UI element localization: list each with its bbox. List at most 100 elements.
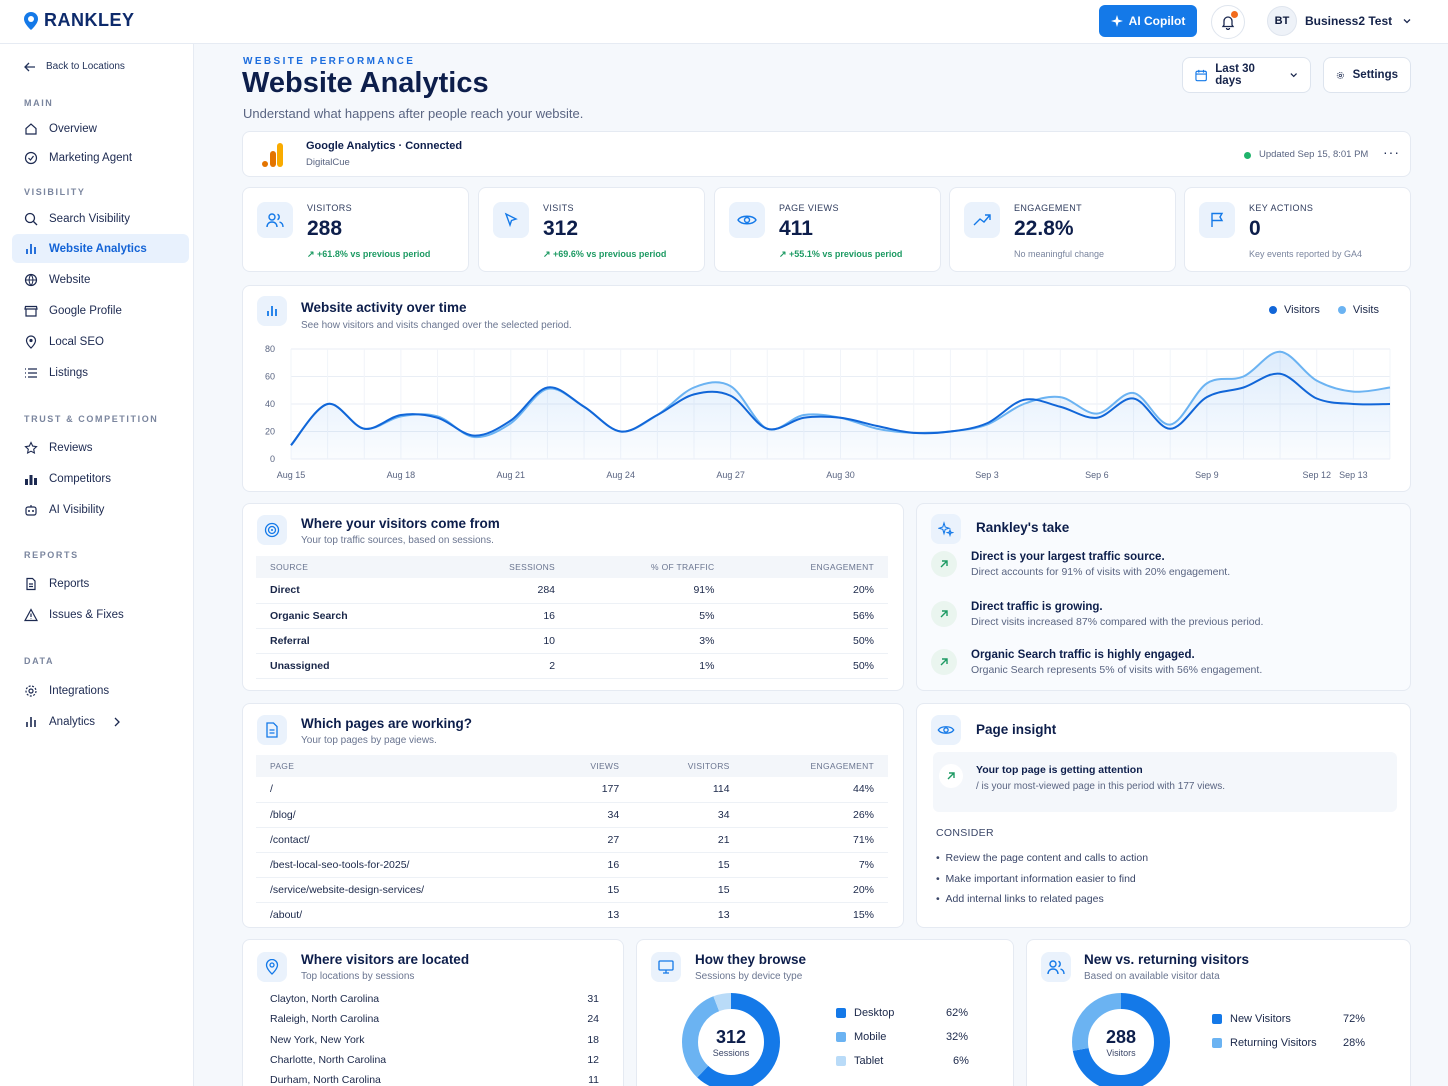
legend-item-mobile[interactable]: Mobile (836, 1031, 886, 1043)
sidebar-label: AI Visibility (49, 503, 105, 516)
legend-item-returning-visitors[interactable]: Returning Visitors (1212, 1037, 1317, 1049)
sidebar-label: Overview (49, 122, 97, 135)
sidebar-item-overview[interactable]: Overview (12, 114, 189, 143)
cell: Unassigned (256, 653, 441, 679)
insight-item: Direct traffic is growing. Direct visits … (931, 601, 1263, 628)
col-sessions[interactable]: SESSIONS (440, 556, 570, 578)
y-tick-label: 20 (265, 427, 275, 437)
sidebar-item-ai-visibility[interactable]: AI Visibility (12, 495, 189, 524)
x-tick-label: Aug 24 (606, 470, 635, 480)
ai-copilot-button[interactable]: AI Copilot (1099, 5, 1197, 37)
devices-subtitle: Sessions by device type (695, 971, 803, 982)
legend-value: 62% (946, 1007, 969, 1019)
legend-item-visits[interactable]: Visits (1337, 304, 1379, 316)
returning-donut-chart (1072, 993, 1170, 1086)
stat-change-text: +61.8% vs previous period (317, 249, 431, 259)
list-item[interactable]: Durham, North Carolina 11 (270, 1074, 599, 1086)
donut-slice-returning-visitors[interactable] (1072, 993, 1170, 1086)
legend-value: 28% (1343, 1037, 1366, 1049)
document-icon (26, 577, 36, 590)
x-tick-label: Aug 30 (826, 470, 855, 480)
table-row[interactable]: Unassigned 2 1% 50% (256, 653, 888, 679)
devices-title: How they browse (695, 952, 807, 967)
stat-label: KEY ACTIONS (1249, 203, 1314, 213)
take-title: Rankley's take (976, 520, 1070, 535)
cell: 56% (728, 603, 888, 629)
notification-dot (1231, 11, 1238, 18)
sidebar-item-website-analytics[interactable]: Website Analytics (12, 234, 189, 263)
sidebar-item-integrations[interactable]: Integrations (12, 676, 189, 705)
sidebar-item-reports[interactable]: Reports (12, 569, 189, 598)
avatar[interactable]: BT (1267, 6, 1297, 36)
sidebar-item-issues-fixes[interactable]: Issues & Fixes (12, 600, 189, 629)
legend-swatch (1337, 306, 1346, 314)
donut-slice-mobile[interactable] (682, 993, 780, 1086)
table-row[interactable]: Organic Search 16 5% 56% (256, 603, 888, 629)
donut-center-value: 312 (715, 1027, 747, 1047)
bullet-text: Add internal links to related pages (945, 893, 1104, 905)
cell: 114 (633, 777, 744, 803)
storefront-icon (24, 305, 38, 317)
col-engagement[interactable]: ENGAGEMENT (728, 556, 888, 578)
cell: 44% (743, 777, 888, 803)
legend-item-visitors[interactable]: Visitors (1269, 304, 1320, 316)
sparkles-icon (931, 514, 961, 544)
date-range-label: Last 30 days (1215, 63, 1255, 87)
list-item[interactable]: Clayton, North Carolina 31 (270, 993, 599, 1005)
table-row[interactable]: Referral 10 3% 50% (256, 628, 888, 654)
legend-item-desktop[interactable]: Desktop (836, 1007, 894, 1019)
sidebar-item-reviews[interactable]: Reviews (12, 433, 189, 462)
x-tick-label: Aug 15 (277, 470, 306, 480)
sidebar-item-website[interactable]: Website (12, 265, 189, 294)
col-visitors[interactable]: VISITORS (633, 755, 744, 777)
sidebar-item-google-profile[interactable]: Google Profile (12, 296, 189, 325)
account-switcher[interactable]: Business2 Test (1305, 14, 1412, 28)
sidebar-label: Website Analytics (49, 242, 147, 255)
sidebar-item-competitors[interactable]: Competitors (12, 464, 189, 493)
section-data: DATA (24, 656, 55, 666)
col-source[interactable]: SOURCE (256, 556, 441, 578)
list-item[interactable]: Raleigh, North Carolina 24 (270, 1013, 599, 1025)
cell: / (256, 777, 544, 803)
sidebar-item-search-visibility[interactable]: Search Visibility (12, 204, 189, 233)
date-range-button[interactable]: Last 30 days (1182, 57, 1311, 93)
section-visibility: VISIBILITY (24, 187, 86, 197)
search-icon (24, 212, 38, 225)
legend-item-tablet[interactable]: Tablet (836, 1055, 883, 1067)
warning-icon (24, 607, 38, 621)
table-row[interactable]: /contact/27 21 71% (256, 827, 888, 853)
cell: 16 (440, 603, 570, 629)
cell: 15% (852, 908, 874, 921)
col-engagement[interactable]: ENGAGEMENT (743, 755, 888, 777)
notifications-button[interactable] (1211, 5, 1245, 39)
list-item[interactable]: Charlotte, North Carolina 12 (270, 1054, 599, 1066)
more-options-icon[interactable]: ··· (1383, 144, 1400, 160)
legend-item-new-visitors[interactable]: New Visitors (1212, 1013, 1291, 1025)
settings-button[interactable]: Settings (1323, 57, 1411, 93)
stat-card-page-views: PAGE VIEWS 411 ↗ +55.1% vs previous peri… (714, 187, 941, 272)
list-item[interactable]: New York, New York 18 (270, 1034, 599, 1046)
monitor-icon (651, 952, 681, 982)
table-row[interactable]: /177 114 44% (256, 777, 888, 803)
table-row[interactable]: Direct 284 91% 20% (256, 578, 888, 604)
brand-logo[interactable]: RANKLEY (22, 10, 135, 31)
col-views[interactable]: VIEWS (543, 755, 634, 777)
col-page[interactable]: PAGE (256, 755, 544, 777)
table-row[interactable]: /service/website-design-services/15 15 20% (256, 877, 888, 903)
table-row[interactable]: /best-local-seo-tools-for-2025/16 15 7% (256, 852, 888, 878)
sidebar-item-marketing-agent[interactable]: Marketing Agent (12, 143, 189, 172)
back-to-locations-link[interactable]: Back to Locations (24, 61, 125, 72)
bullet-text: Review the page content and calls to act… (945, 852, 1149, 864)
donut-slice-tablet[interactable] (682, 993, 780, 1086)
cell: 20% (743, 877, 888, 903)
cell: 177 (543, 777, 634, 803)
sidebar-item-listings[interactable]: Listings (12, 358, 189, 387)
legend-swatch (1212, 1038, 1222, 1048)
col-traffic[interactable]: % OF TRAFFIC (569, 556, 729, 578)
cell: 21 (633, 827, 744, 853)
sidebar-item-analytics[interactable]: Analytics (12, 707, 189, 736)
cell: 13 (607, 908, 620, 921)
table-row[interactable]: /blog/34 34 26% (256, 802, 888, 828)
sidebar-item-local-seo[interactable]: Local SEO (12, 327, 189, 356)
table-row[interactable]: /about/13 13 15% (256, 902, 888, 927)
